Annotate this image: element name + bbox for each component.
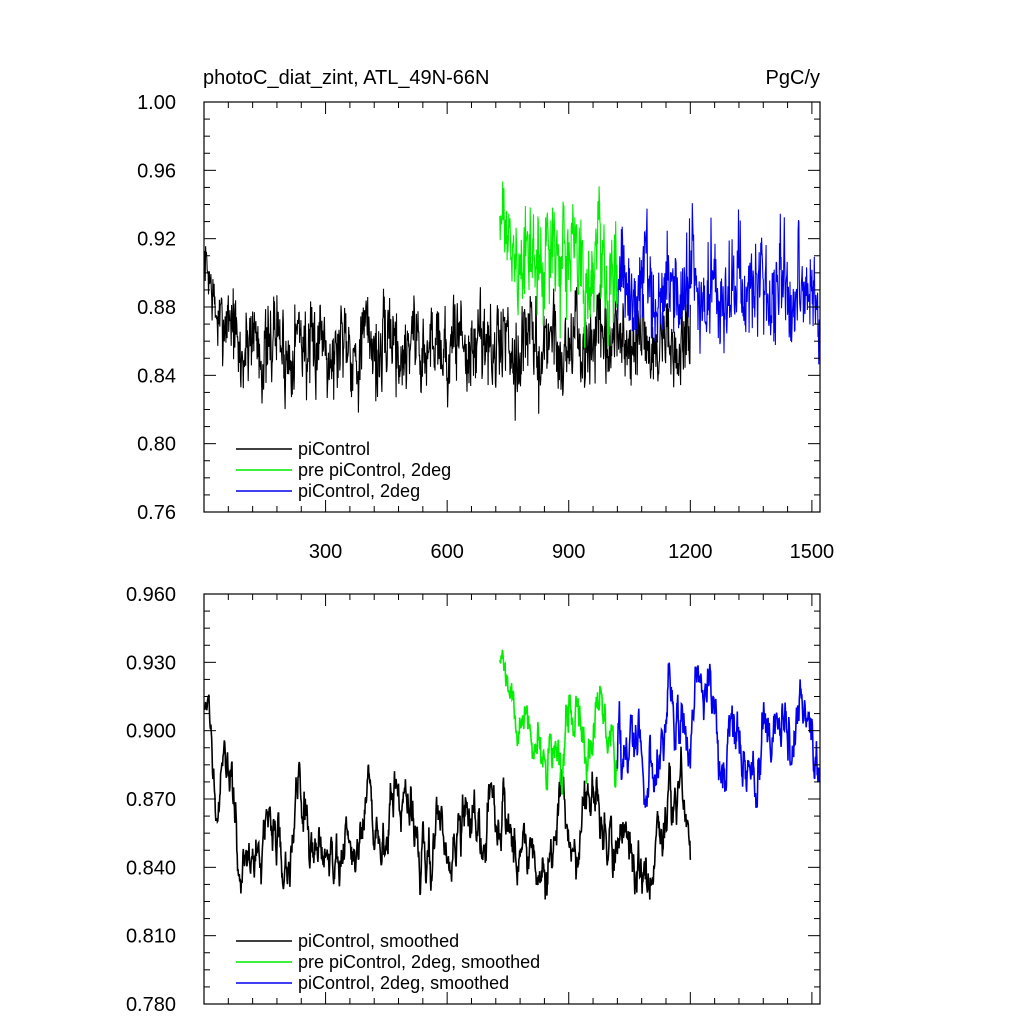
x-tick-label: 1500 [790,541,835,563]
y-tick-label: 0.900 [126,721,176,743]
x-tick-label: 300 [309,541,342,563]
legend-label-picontrol: piControl [298,439,370,459]
y-tick-label: 0.96 [137,160,176,182]
legend-label-pre-picontrol-2deg: pre piControl, 2deg [298,460,451,480]
top-plot-frame [203,101,821,513]
series-line-pre-picontrol-2deg-smoothed [499,649,619,795]
series-line-pre-picontrol-2deg [499,181,618,350]
legend-label-pre-picontrol-2deg-smoothed: pre piControl, 2deg, smoothed [298,952,540,972]
top-panel: photoC_diat_zint, ATL_49N-66N PgC/y 0.76… [137,67,834,563]
series-line-picontrol-2deg-smoothed [616,662,821,808]
y-tick-label: 0.80 [137,434,176,456]
y-tick-label: 0.870 [126,789,176,811]
bottom-panel: 0.780 0.810 0.840 0.870 0.900 0.930 0.960 piCo… [126,584,821,1016]
y-tick-label: 0.76 [137,502,176,524]
x-tick-label: 900 [552,541,585,563]
y-tick-label: 0.84 [137,365,176,387]
series-line-picontrol [203,246,691,421]
y-tick-label: 0.930 [126,652,176,674]
top-chart-units: PgC/y [766,67,820,89]
y-tick-label: 1.00 [137,92,176,114]
y-tick-label: 0.92 [137,229,176,251]
top-legend: piControl pre piControl, 2deg piControl,… [236,439,451,501]
series-line-picontrol-smoothed [203,694,692,900]
x-tick-label: 1200 [668,541,713,563]
y-tick-label: 0.780 [126,994,176,1016]
series-line-picontrol-2deg [616,203,821,365]
top-chart-title: photoC_diat_zint, ATL_49N-66N [203,67,489,89]
legend-label-picontrol-smoothed: piControl, smoothed [298,931,459,951]
bottom-plot-frame [203,593,821,1005]
top-series-group [203,181,821,421]
top-axis-ticks: 0.76 0.80 0.84 0.88 0.92 0.96 1.00 300 600 900 120… [137,92,834,563]
bottom-series-group [203,649,821,900]
x-tick-label: 600 [430,541,463,563]
legend-label-picontrol-2deg-smoothed: piControl, 2deg, smoothed [298,973,509,993]
y-tick-label: 0.810 [126,926,176,948]
y-tick-label: 0.960 [126,584,176,606]
y-tick-label: 0.840 [126,857,176,879]
legend-label-picontrol-2deg: piControl, 2deg [298,481,420,501]
bottom-legend: piControl, smoothed pre piControl, 2deg,… [236,931,540,993]
y-tick-label: 0.88 [137,297,176,319]
bottom-axis-ticks: 0.780 0.810 0.840 0.870 0.900 0.930 0.960 [126,584,820,1016]
